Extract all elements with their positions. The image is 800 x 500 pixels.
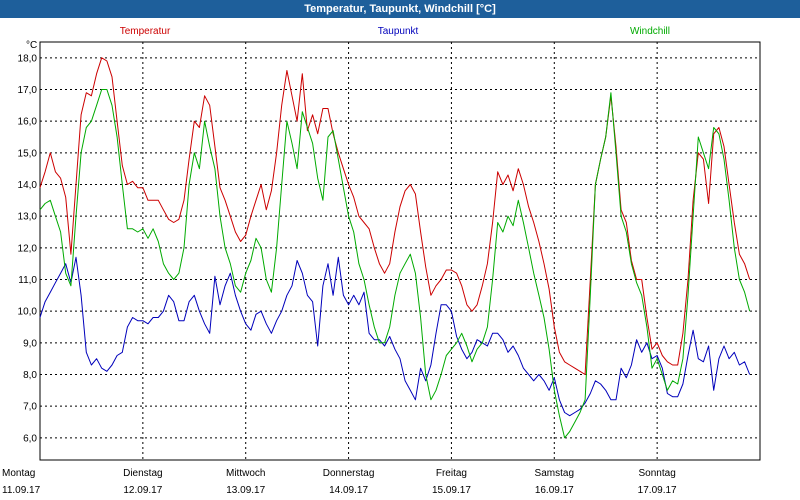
y-tick-label: 9,0 [23, 338, 37, 349]
legend-item-windchill: Windchill [630, 26, 670, 37]
chart: 6,0 7,0 8,0 9,0 10,0 11,0 12,0 13,0 14,0 15,0 16,0… [2, 26, 761, 496]
series-line-taupunkt [39, 256, 751, 417]
x-tick-weekday: Donnerstag [323, 468, 375, 479]
x-tick-weekday: Samstag [535, 468, 574, 479]
x-tick-date: 11.09.17 [2, 485, 41, 496]
x-tick-date: 14.09.17 [329, 485, 368, 496]
legend-item-taupunkt: Taupunkt [378, 26, 419, 37]
x-tick-date: 13.09.17 [226, 485, 265, 496]
series-line-temperatur [39, 57, 751, 375]
y-tick-label: 7,0 [23, 402, 37, 413]
y-tick-label: 6,0 [23, 433, 37, 444]
y-axis-label: °C [26, 40, 37, 51]
legend-item-temperatur: Temperatur [120, 26, 171, 37]
x-tick-date: 15.09.17 [432, 485, 471, 496]
y-tick-label: 15,0 [18, 148, 38, 159]
y-tick-label: 18,0 [18, 53, 38, 64]
x-tick-weekday: Montag [2, 468, 35, 479]
y-tick-label: 12,0 [18, 243, 38, 254]
x-tick-weekday: Sonntag [639, 468, 676, 479]
x-tick-date: 17.09.17 [638, 485, 677, 496]
x-tick-weekday: Mittwoch [226, 468, 265, 479]
y-axis-ticks: 6,0 7,0 8,0 9,0 10,0 11,0 12,0 13,0 14,0 15,0 16,0… [18, 53, 38, 444]
grid [40, 42, 760, 460]
x-axis-ticks: Montag 11.09.17 Dienstag 12.09.17 Mittwoch 13… [2, 468, 677, 496]
window-title: Temperatur, Taupunkt, Windchill [°C] [0, 0, 800, 18]
y-tick-label: 8,0 [23, 370, 37, 381]
x-tick-weekday: Dienstag [123, 468, 162, 479]
y-tick-label: 16,0 [18, 117, 38, 128]
series-line-windchill [39, 89, 751, 439]
x-tick-date: 16.09.17 [535, 485, 574, 496]
series-lines [39, 57, 751, 439]
x-tick-weekday: Freitag [436, 468, 467, 479]
legend: Temperatur Taupunkt Windchill [120, 26, 670, 37]
y-tick-label: 10,0 [18, 307, 38, 318]
y-tick-label: 17,0 [18, 85, 38, 96]
x-tick-date: 12.09.17 [123, 485, 162, 496]
y-tick-label: 11,0 [18, 275, 37, 286]
plot-area [39, 41, 761, 461]
y-tick-label: 13,0 [18, 212, 38, 223]
y-tick-label: 14,0 [18, 180, 38, 191]
